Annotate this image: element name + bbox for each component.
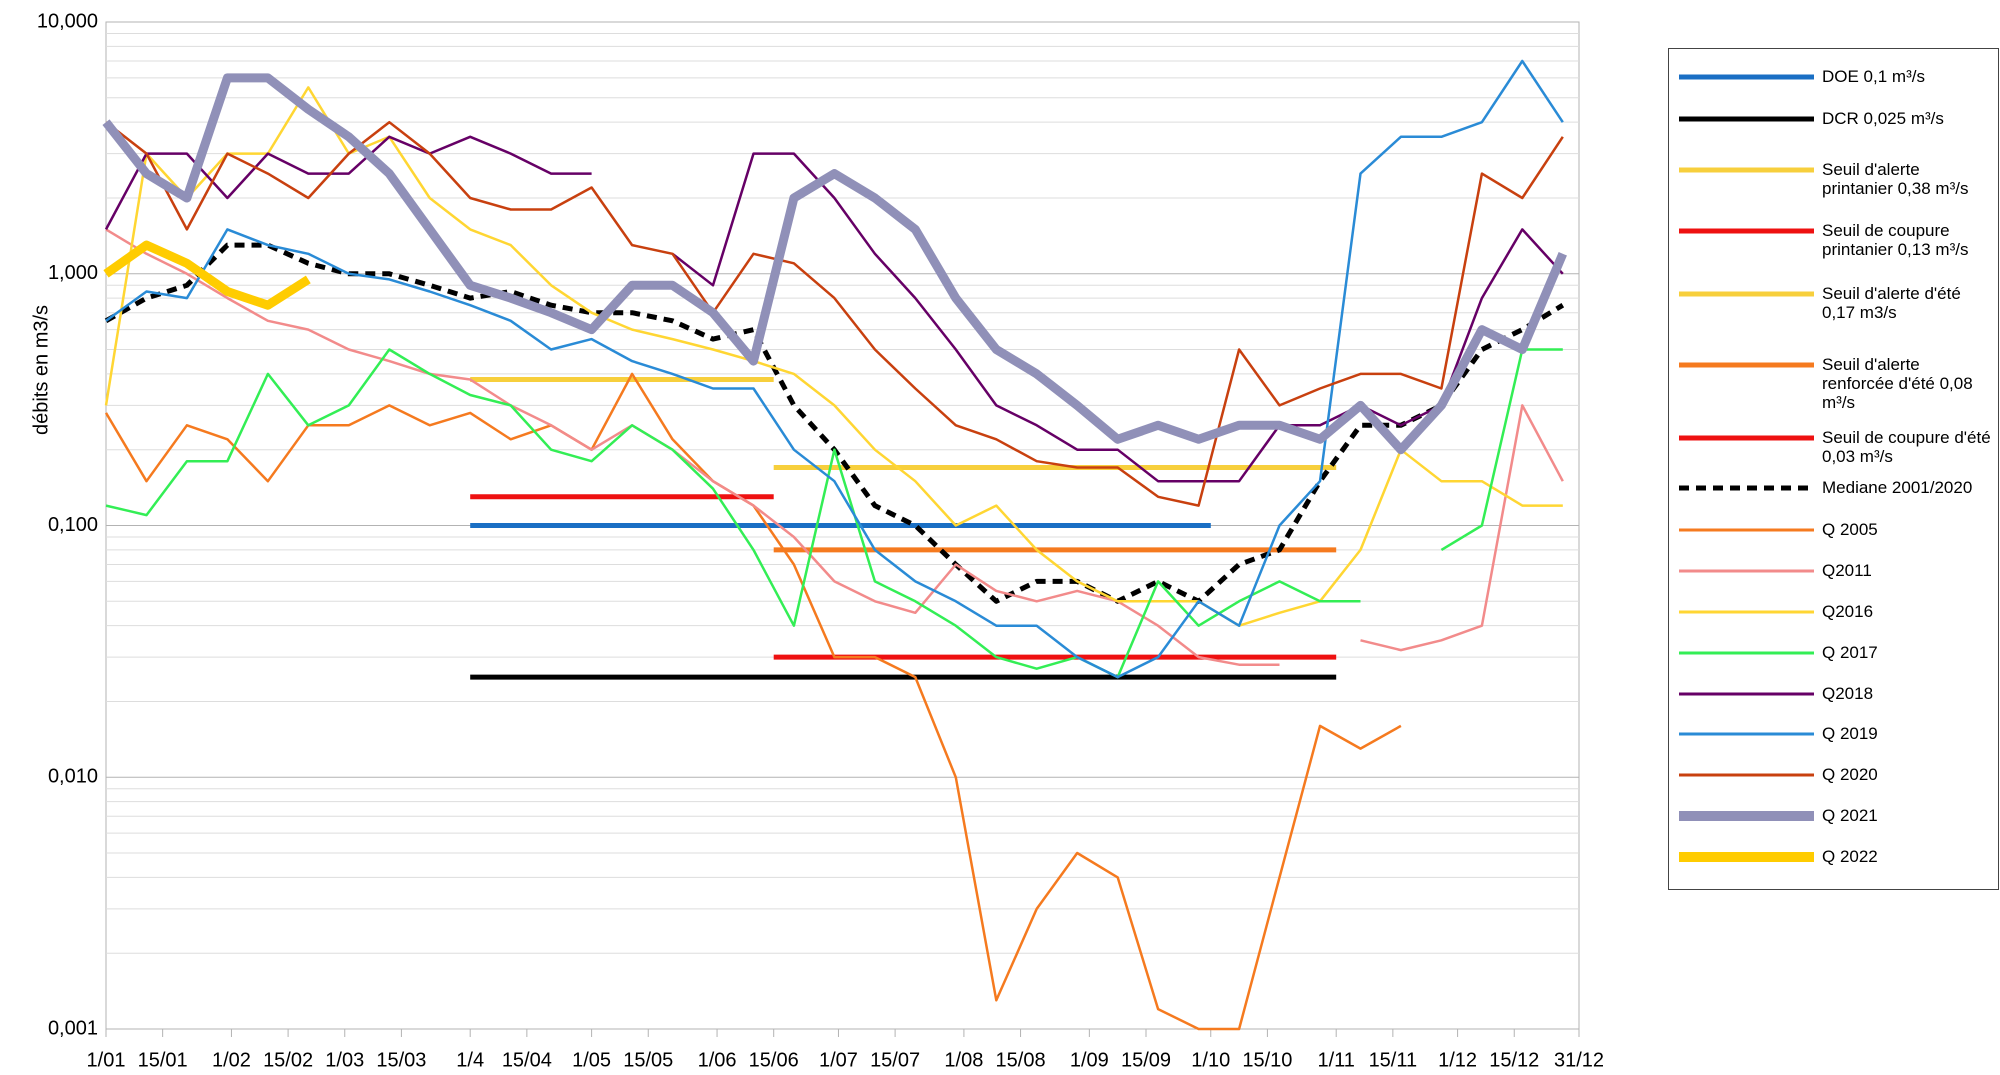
x-tick-label: 1/01 xyxy=(87,1049,126,1071)
legend-label: Mediane 2001/2020 xyxy=(1822,478,1973,497)
y-axis-label: débits en m3/s xyxy=(30,305,52,435)
legend-label: Q2016 xyxy=(1822,602,1874,621)
legend-swatch xyxy=(1679,362,1814,368)
legend-label: DCR 0,025 m³/s xyxy=(1822,109,1944,128)
legend-label: Seuil d'alerte renforcée d'été 0,08 m³/s xyxy=(1822,355,1973,412)
x-tick-label: 1/12 xyxy=(1438,1049,1477,1071)
legend-swatch xyxy=(1679,74,1814,80)
legend-swatch xyxy=(1679,651,1814,655)
legend-swatch xyxy=(1679,116,1814,122)
legend-swatch xyxy=(1679,692,1814,696)
legend-label: Q 2021 xyxy=(1822,806,1878,825)
legend-label: Seuil de coupure d'été 0,03 m³/s xyxy=(1822,428,1991,466)
x-tick-label: 15/02 xyxy=(263,1049,313,1071)
legend-swatch xyxy=(1679,852,1814,862)
x-tick-label: 15/05 xyxy=(623,1049,673,1071)
x-tick-label: 15/11 xyxy=(1369,1049,1418,1071)
series-line xyxy=(105,59,1564,679)
legend-swatch xyxy=(1679,485,1814,491)
x-tick-label: 15/12 xyxy=(1489,1049,1539,1071)
legend: DOE 0,1 m³/s DCR 0,025 m³/s Seuil d'alerte… xyxy=(1668,48,1999,890)
legend-swatch xyxy=(1679,228,1814,234)
x-tick-label: 1/03 xyxy=(325,1049,364,1071)
series-line xyxy=(105,120,1564,507)
x-tick-label: 15/03 xyxy=(376,1049,426,1071)
legend-swatch xyxy=(1679,732,1814,736)
x-tick-label: 15/08 xyxy=(996,1049,1046,1071)
legend-label: Q 2022 xyxy=(1822,847,1878,866)
x-tick-label: 1/02 xyxy=(212,1049,251,1071)
x-tick-label: 1/08 xyxy=(944,1049,983,1071)
legend-label: DOE 0,1 m³/s xyxy=(1822,67,1925,86)
series-line xyxy=(102,73,1567,455)
legend-label: Seuil d'alerte d'été 0,17 m3/s xyxy=(1822,284,1961,322)
y-tick-label: 10,000 xyxy=(37,10,98,32)
x-tick-label: 15/09 xyxy=(1121,1049,1171,1071)
x-tick-label: 1/06 xyxy=(698,1049,737,1071)
x-tick-label: 1/07 xyxy=(819,1049,858,1071)
legend-swatch xyxy=(1679,435,1814,441)
x-tick-label: 31/12 xyxy=(1554,1049,1604,1071)
x-tick-label: 15/07 xyxy=(870,1049,920,1071)
x-tick-label: 15/06 xyxy=(749,1049,799,1071)
x-tick-label: 1/10 xyxy=(1191,1049,1230,1071)
legend-label: Q 2020 xyxy=(1822,765,1878,784)
legend-swatch xyxy=(1679,167,1814,173)
legend-swatch xyxy=(1679,291,1814,297)
y-tick-label: 0,100 xyxy=(48,514,98,536)
series-line xyxy=(103,240,311,310)
y-tick-label: 0,010 xyxy=(48,766,98,788)
legend-label: Q2018 xyxy=(1822,684,1874,703)
legend-label: Q 2019 xyxy=(1822,724,1878,743)
y-tick-label: 1,000 xyxy=(48,262,98,284)
legend-label: Seuil d'alerte printanier 0,38 m³/s xyxy=(1822,160,1969,198)
legend-swatch xyxy=(1679,569,1814,573)
y-tick-label: 0,001 xyxy=(48,1017,98,1039)
x-tick-label: 1/09 xyxy=(1070,1049,1109,1071)
x-tick-label: 15/01 xyxy=(138,1049,188,1071)
x-tick-label: 1/05 xyxy=(572,1049,611,1071)
legend-label: Q 2017 xyxy=(1822,643,1878,662)
x-tick-label: 15/04 xyxy=(502,1049,552,1071)
series-line xyxy=(105,348,1563,679)
series-line xyxy=(105,228,1564,666)
x-tick-label: 1/11 xyxy=(1317,1049,1354,1071)
legend-swatch xyxy=(1679,811,1814,821)
legend-label: Seuil de coupure printanier 0,13 m³/s xyxy=(1822,221,1969,259)
legend-swatch xyxy=(1679,773,1814,777)
x-tick-label: 1/4 xyxy=(456,1049,484,1071)
legend-label: Q 2005 xyxy=(1822,520,1878,539)
legend-swatch xyxy=(1679,528,1814,532)
legend-label: Q2011 xyxy=(1822,561,1872,580)
legend-swatch xyxy=(1679,610,1814,614)
x-tick-label: 15/10 xyxy=(1242,1049,1292,1071)
